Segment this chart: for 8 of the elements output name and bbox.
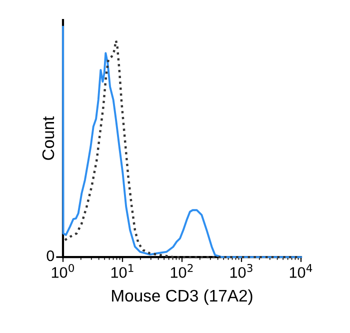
y-axis-title: Count — [42, 116, 54, 160]
x-tick-label: 10$^{4}$ — [290, 264, 312, 278]
text: 0 — [46, 250, 54, 262]
x-tick-label: 10$^{1}$ — [111, 264, 134, 278]
x-tick-label: 10$^{0}$ — [52, 264, 74, 278]
x-tick-label: 10$^{3}$ — [230, 264, 252, 278]
x-tick-label: 10$^{2}$ — [170, 264, 193, 278]
x-axis-title: Mouse CD3 (17A2) — [112, 289, 252, 305]
